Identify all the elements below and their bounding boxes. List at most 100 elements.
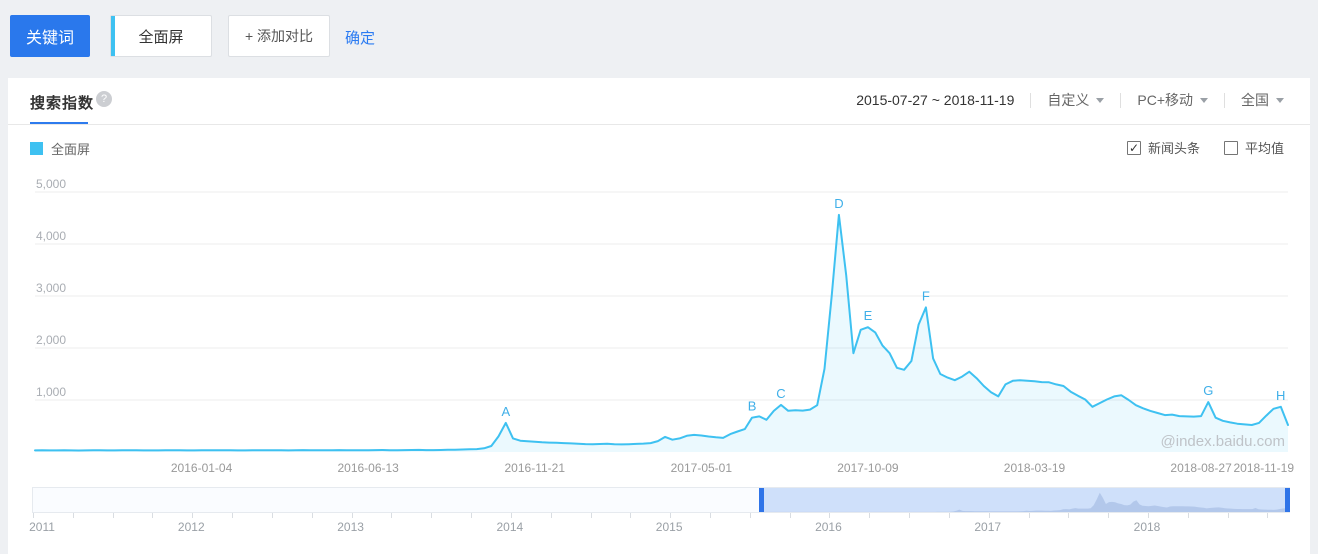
x-axis-label: 2018-11-19: [1234, 461, 1295, 475]
x-axis-label: 2016-11-21: [505, 461, 566, 475]
peak-label-F[interactable]: F: [922, 288, 930, 303]
timeline-year-2015: 2015: [655, 520, 683, 534]
timeline-year-2012: 2012: [177, 520, 205, 534]
timeline-tick: [192, 513, 194, 518]
x-axis-label: 2018-08-27: [1170, 461, 1232, 475]
timeline-tick: [471, 513, 473, 518]
peak-label-D[interactable]: D: [834, 196, 843, 211]
divider: [1030, 92, 1032, 108]
filter-custom-range-label: 自定义: [1047, 92, 1090, 108]
timeline-preview-area: [760, 492, 1289, 512]
timeline-tick: [510, 513, 512, 518]
timeline-tick: [33, 513, 34, 518]
unchecked-checkbox-icon[interactable]: [1223, 140, 1238, 155]
filter-region[interactable]: 全国: [1241, 90, 1284, 110]
checked-checkbox-icon[interactable]: ✓: [1126, 140, 1141, 155]
timeline-tick: [431, 513, 433, 518]
chevron-down-icon: [1276, 97, 1284, 103]
y-axis-label: 3,000: [36, 281, 66, 295]
x-axis-label: 2017-10-09: [837, 461, 899, 475]
timeline-year-2018: 2018: [1133, 520, 1161, 534]
series-area: [35, 214, 1288, 452]
timeline-tick: [590, 513, 592, 518]
timeline-tick: [829, 513, 831, 518]
date-range-value[interactable]: 2015-07-27 ~ 2018-11-19: [856, 92, 1015, 108]
timeline-tick: [789, 513, 791, 518]
timeline-ticks: [32, 513, 1290, 519]
filter-custom-range[interactable]: 自定义: [1047, 90, 1105, 110]
chevron-down-icon: [1200, 97, 1208, 103]
option-news-headline[interactable]: ✓ 新闻头条: [1126, 138, 1200, 157]
timeline-tick: [630, 513, 632, 518]
timeline-tick: [311, 513, 313, 518]
chevron-down-icon: [1096, 97, 1105, 103]
filter-device[interactable]: PC+移动: [1137, 90, 1208, 110]
timeline-tick: [948, 513, 950, 518]
timeline-tick: [709, 513, 711, 518]
timeline-track[interactable]: [32, 487, 1290, 513]
timeline-year-2013: 2013: [337, 520, 364, 534]
timeline-tick: [391, 513, 393, 518]
watermark: @index.baidu.com: [1161, 433, 1285, 450]
x-axis-label: 2017-05-01: [671, 461, 733, 475]
x-axis-label: 2016-06-13: [337, 461, 399, 475]
timeline-tick: [670, 513, 672, 518]
peak-label-A[interactable]: A: [501, 404, 510, 419]
search-index-panel: 搜索指数 ? 2015-07-27 ~ 2018-11-19 自定义 PC+移动…: [8, 78, 1310, 554]
top-toolbar: 关键词 全面屏 + 添加对比 确定: [0, 0, 1318, 78]
peak-label-C[interactable]: C: [776, 386, 785, 401]
filter-device-label: PC+移动: [1137, 92, 1193, 108]
timeline-year-labels: 2011 2012 2013 2014 2015 2016 2017 2018: [29, 520, 1290, 538]
peak-label-H[interactable]: H: [1276, 388, 1285, 403]
active-tab-underline: [30, 122, 88, 125]
y-axis-label: 2,000: [36, 333, 66, 347]
add-compare-button[interactable]: + 添加对比: [228, 15, 330, 57]
timeline-tick: [232, 513, 234, 518]
timeline-tick: [271, 513, 273, 518]
series-color-swatch: [30, 142, 43, 155]
divider: [1224, 92, 1225, 108]
timeline-tick: [1108, 513, 1110, 518]
series-legend: 全面屏: [30, 139, 90, 158]
timeline-left-handle[interactable]: [758, 488, 764, 512]
timeline-tick: [112, 513, 114, 518]
option-average-line[interactable]: 平均值: [1223, 138, 1284, 157]
y-axis-label: 4,000: [36, 229, 66, 243]
peak-label-E[interactable]: E: [864, 308, 873, 323]
timeline-selected-range[interactable]: [760, 488, 1289, 512]
timeline-slider: 2011 2012 2013 2014 2015 2016 2017 2018: [29, 484, 1298, 546]
series-legend-label: 全面屏: [51, 142, 91, 157]
timeline-tick: [1028, 513, 1030, 518]
timeline-tick: [1227, 513, 1229, 518]
help-icon[interactable]: ?: [96, 91, 112, 107]
peak-label-B[interactable]: B: [748, 399, 757, 414]
search-index-chart[interactable]: 1,000 2,000 3,000 4,000 5,000 2016-01-04 2016-…: [8, 165, 1302, 480]
keyword-tab[interactable]: 全面屏: [110, 15, 212, 57]
divider: [1120, 92, 1122, 108]
timeline-tick: [988, 513, 990, 518]
panel-header: 搜索指数 ? 2015-07-27 ~ 2018-11-19 自定义 PC+移动…: [8, 78, 1310, 125]
timeline-tick: [1068, 513, 1070, 518]
timeline-preview: [760, 492, 1289, 512]
timeline-tick: [869, 513, 871, 518]
keyword-button[interactable]: 关键词: [10, 15, 90, 57]
y-axis-label: 1,000: [36, 385, 66, 399]
series-line[interactable]: [34, 213, 1289, 452]
timeline-tick: [550, 513, 552, 518]
timeline-right-handle[interactable]: [1285, 488, 1290, 512]
timeline-tick: [749, 513, 751, 518]
option-label: 平均值: [1244, 141, 1284, 156]
chart-option-group: ✓ 新闻头条 平均值: [1103, 138, 1284, 157]
peak-label-G[interactable]: G: [1203, 383, 1213, 398]
x-axis-label: 2016-01-04: [171, 461, 233, 475]
legend-row: 全面屏 ✓ 新闻头条 平均值: [8, 136, 1310, 160]
timeline-year-2011: 2011: [29, 520, 55, 534]
tab-search-index[interactable]: 搜索指数: [30, 95, 95, 112]
keyword-tab-accent: [111, 16, 115, 56]
confirm-link[interactable]: 确定: [345, 30, 376, 47]
timeline-tick: [72, 513, 74, 518]
timeline-tick: [909, 513, 911, 518]
timeline-tick: [1267, 513, 1269, 518]
header-controls: 2015-07-27 ~ 2018-11-19 自定义 PC+移动 全国: [856, 87, 1284, 113]
x-axis-label: 2018-03-19: [1004, 461, 1066, 475]
